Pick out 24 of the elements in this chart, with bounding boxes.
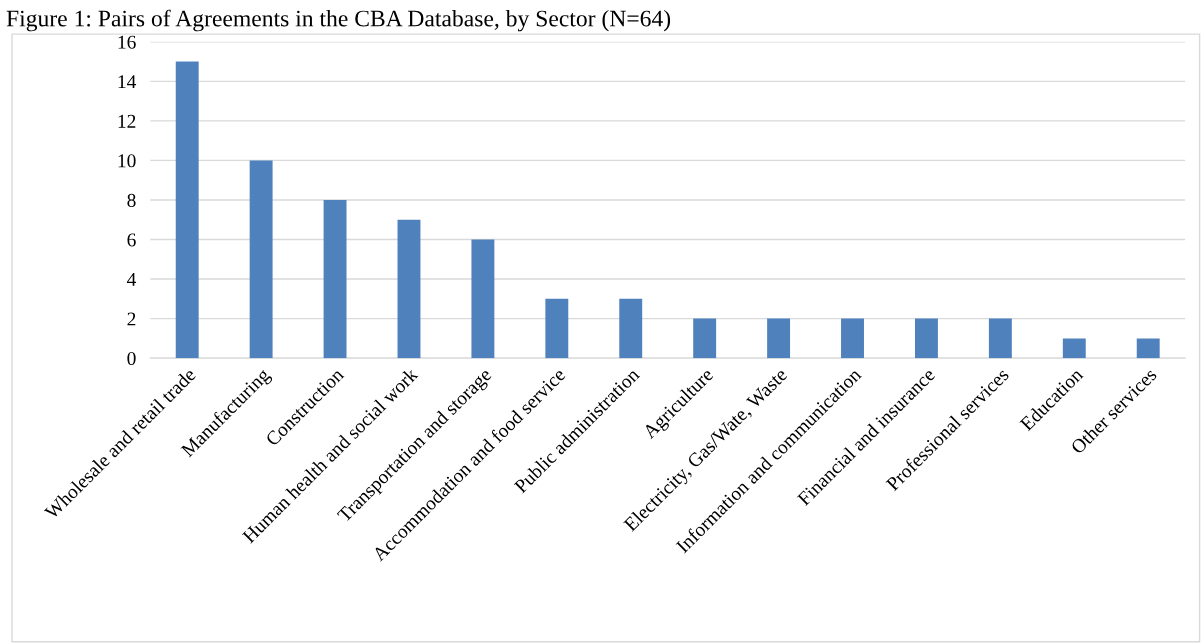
bar bbox=[914, 318, 938, 359]
y-tick-label: 2 bbox=[127, 312, 136, 326]
y-tick-label: 8 bbox=[127, 193, 136, 207]
bar bbox=[397, 219, 421, 359]
bar bbox=[1136, 338, 1160, 359]
y-tick-label: 16 bbox=[118, 35, 136, 49]
bar bbox=[988, 318, 1012, 359]
y-tick-label: 6 bbox=[127, 233, 136, 247]
bar bbox=[249, 160, 273, 359]
y-tick-label: 12 bbox=[118, 114, 136, 128]
bar bbox=[619, 298, 643, 359]
y-tick-label: 14 bbox=[118, 75, 137, 89]
bar bbox=[1062, 338, 1086, 359]
chart-title: Figure 1: Pairs of Agreements in the CBA Database, by Sector (N=64) bbox=[6, 9, 671, 32]
bar bbox=[841, 318, 864, 359]
bar bbox=[175, 61, 199, 359]
bar bbox=[471, 239, 495, 359]
bar bbox=[767, 318, 791, 359]
y-tick-label: 0 bbox=[127, 351, 136, 366]
y-tick-label: 10 bbox=[118, 154, 136, 168]
bar bbox=[693, 318, 717, 359]
bar bbox=[545, 298, 569, 359]
y-tick-label: 4 bbox=[127, 273, 137, 286]
bar bbox=[323, 199, 347, 359]
